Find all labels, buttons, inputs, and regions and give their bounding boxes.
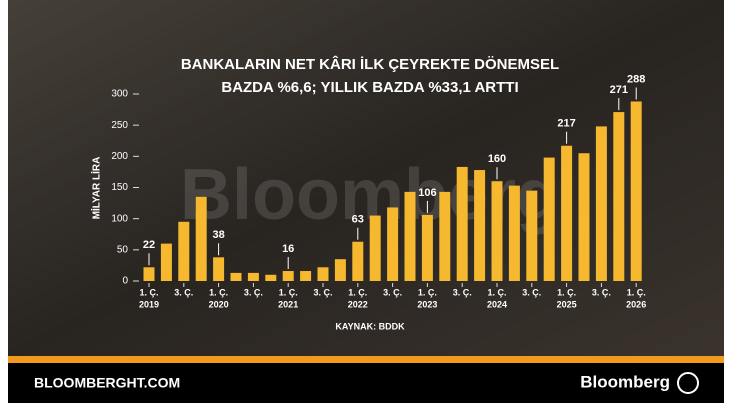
x-tick-label: 1. Ç.	[139, 287, 158, 297]
bar	[247, 272, 259, 281]
x-tick-label: 3. Ç.	[313, 287, 332, 297]
chart-title: BANKALARIN NET KÂRI İLK ÇEYREKTE DÖNEMSE…	[181, 55, 559, 73]
orange-stripe	[8, 356, 724, 363]
data-label: 217	[557, 118, 575, 130]
data-label: 38	[212, 229, 224, 241]
y-tick-label: 300	[111, 89, 128, 100]
bar	[213, 257, 225, 281]
data-label: 271	[610, 84, 628, 96]
bar	[613, 112, 625, 282]
x-tick-label: 1. Ç.	[209, 287, 228, 297]
y-tick-label: 0	[122, 276, 128, 287]
bar	[491, 181, 503, 281]
x-tick-label: 1. Ç.	[627, 287, 646, 297]
x-tick-label: 3. Ç.	[174, 287, 193, 297]
bar	[387, 207, 399, 281]
x-year-label: 2025	[557, 299, 577, 309]
source: KAYNAK: BDDK	[335, 321, 405, 331]
bar	[404, 191, 416, 281]
x-year-label: 2021	[278, 299, 298, 309]
bar	[230, 272, 242, 281]
bar	[143, 267, 155, 281]
x-year-label: 2019	[139, 299, 159, 309]
footer-site: BLOOMBERGHT.COM	[34, 375, 180, 391]
bar	[160, 243, 172, 281]
x-tick-label: 1. Ç.	[279, 287, 298, 297]
bar	[526, 190, 538, 281]
y-tick-label: 50	[117, 244, 129, 255]
bar	[543, 157, 555, 281]
footer-bar	[8, 363, 724, 403]
y-tick-label: 100	[111, 213, 128, 224]
y-axis-label: MİLYAR LİRA	[90, 157, 103, 220]
data-label: 16	[282, 243, 294, 255]
x-tick-label: 1. Ç.	[557, 287, 576, 297]
bar	[508, 185, 520, 281]
bar	[474, 170, 486, 281]
y-tick-label: 250	[111, 120, 128, 131]
bar	[300, 271, 312, 281]
x-tick-label: 3. Ç.	[383, 287, 402, 297]
bar	[630, 101, 642, 281]
bar	[178, 221, 190, 281]
x-year-label: 2022	[348, 299, 368, 309]
x-tick-label: 1. Ç.	[348, 287, 367, 297]
bar	[369, 215, 381, 281]
bar	[561, 145, 573, 281]
bar	[578, 153, 590, 281]
bar	[352, 241, 364, 281]
footer-brand: Bloomberg	[580, 372, 670, 391]
bar	[195, 196, 207, 281]
x-year-label: 2023	[417, 299, 437, 309]
x-tick-label: 3. Ç.	[453, 287, 472, 297]
bar	[282, 271, 294, 281]
bar	[265, 274, 277, 281]
data-label: 22	[143, 239, 155, 251]
y-tick-label: 200	[111, 151, 128, 162]
data-label: 160	[488, 153, 506, 165]
data-label: 106	[418, 187, 436, 199]
bar	[334, 259, 346, 281]
x-tick-label: 3. Ç.	[592, 287, 611, 297]
plot: 0 50 100 150 200 250 300 1. Ç. 2019 22 3. Ç. 1. Ç. 2…	[111, 73, 646, 309]
x-tick-label: 1. Ç.	[487, 287, 506, 297]
x-tick-label: 3. Ç.	[244, 287, 263, 297]
bar	[595, 126, 607, 281]
x-year-label: 2026	[626, 299, 646, 309]
chart-title: BAZDA %6,6; YILLIK BAZDA %33,1 ARTTI	[221, 79, 518, 96]
y-tick-label: 150	[111, 182, 128, 193]
logo-icon	[677, 372, 699, 394]
x-year-label: 2020	[209, 299, 229, 309]
x-year-label: 2024	[487, 299, 507, 309]
data-label: 63	[352, 214, 364, 226]
bar	[456, 166, 468, 281]
x-tick-label: 3. Ç.	[522, 287, 541, 297]
x-tick-label: 1. Ç.	[418, 287, 437, 297]
data-label: 288	[627, 73, 645, 85]
bar	[317, 267, 329, 281]
bar	[421, 214, 433, 281]
bar	[439, 191, 451, 281]
